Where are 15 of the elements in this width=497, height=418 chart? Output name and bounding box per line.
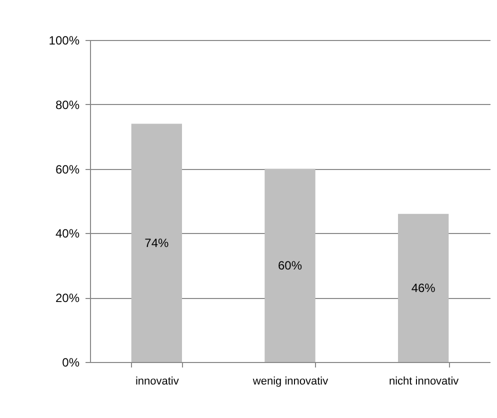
data-label: 46%	[411, 280, 436, 295]
y-tick-label: 40%	[55, 226, 80, 241]
y-tick-label: 80%	[55, 98, 80, 112]
bar	[398, 214, 449, 362]
x-tick-label: nicht innovativ	[388, 376, 460, 388]
y-tick-label: 0%	[62, 356, 80, 370]
x-tick-label: innovativ	[135, 376, 180, 388]
y-tick-label: 60%	[55, 162, 80, 176]
y-tick-label: 100%	[48, 34, 80, 48]
data-label: 74%	[144, 236, 169, 250]
bar	[131, 124, 182, 362]
x-tick-label: wenig innovativ	[252, 376, 329, 388]
data-label: 60%	[278, 258, 302, 272]
y-tick-label: 20%	[55, 291, 80, 306]
bar	[264, 168, 316, 362]
